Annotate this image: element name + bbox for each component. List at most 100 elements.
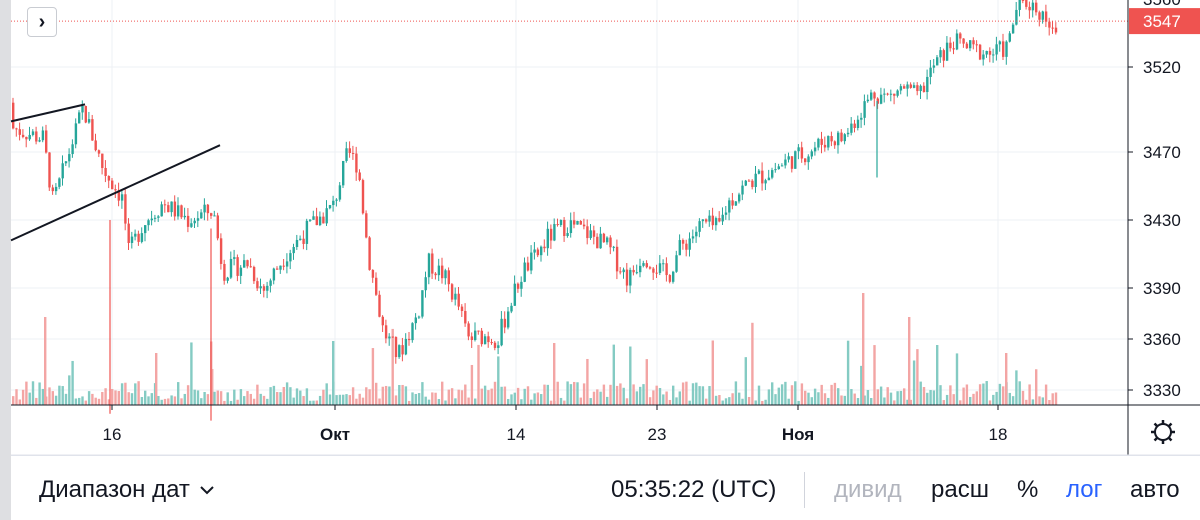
candle-body [262,286,266,291]
volume-bar [731,393,734,405]
volume-bar [1035,369,1038,405]
volume-bar [952,394,955,405]
volume-bar [972,393,975,405]
expand-panel-button[interactable]: › [27,7,57,37]
candle-body [355,153,358,173]
candle-body [441,265,444,279]
volume-bar [592,391,596,405]
candle-body [945,42,949,61]
axes: 3330 3360 3390 3430 3470 3520 3560 3547 16 Окт 14 2… [11,0,1200,455]
volume-bar [807,392,810,405]
candle-body [107,175,111,181]
candle-body [612,246,615,248]
candle-body [655,272,658,274]
volume-bar [879,386,883,405]
candle-body [358,172,361,181]
volume-bar [35,397,38,405]
volume-bar [101,391,104,405]
candle-body [734,201,738,206]
candle-body [325,208,328,224]
volume-bar [530,399,533,405]
candle-body [787,156,790,160]
candle-body [252,266,256,282]
volume-bar [68,375,71,405]
candle-body [906,84,909,89]
volume-bar [906,399,909,405]
candle-body [982,54,985,60]
volume-bar [427,399,431,405]
candle-body [54,186,58,192]
auto-scale-toggle[interactable]: авто [1130,476,1180,503]
candle-body [691,236,695,239]
candle-body [64,161,68,164]
volume-bar [579,397,582,405]
volume-bar [434,392,437,405]
candle-body [236,257,239,276]
candle-body [1025,0,1028,7]
volume-bar [612,344,615,405]
candle-body [823,144,827,148]
volume-bar [441,381,444,405]
candle-body [190,223,193,227]
candle-body [543,246,546,249]
price-chart[interactable]: 3330 3360 3390 3430 3470 3520 3560 3547 16 Окт 14 2… [0,0,1200,455]
candle-body [721,214,724,222]
volume-bar [942,400,945,405]
candle-body [642,263,645,266]
candle-body [843,134,846,142]
candle-body [903,86,906,89]
volume-bar [338,394,342,405]
candle-body [276,268,279,270]
volume-bar [718,394,721,405]
volume-bar [573,381,576,405]
candle-body [978,44,982,60]
candle-body [952,48,955,50]
dividends-toggle[interactable]: дивид [834,476,902,503]
candle-body [916,85,919,92]
candle-body [342,160,345,186]
candle-body [926,76,929,93]
candle-body [375,277,378,295]
candle-body [592,230,596,237]
volume-bar [28,392,31,405]
candle-body [569,220,573,234]
candle-body [111,180,114,190]
volume-bar [665,391,668,405]
volume-bar [1031,399,1035,405]
volume-bar [1051,393,1054,405]
trend-lines[interactable] [10,103,221,242]
volume-bar [734,381,738,405]
volume-bar [160,399,163,405]
volume-bar [200,398,203,405]
date-range-button[interactable]: Диапазон дат [39,476,214,504]
candle-body [295,239,299,248]
log-scale-toggle[interactable]: лог [1066,476,1103,503]
volume-bar [1044,384,1048,405]
volume-bar [84,400,87,405]
candle-body [929,67,932,77]
volume-bar [130,393,134,405]
volume-bar [345,394,348,405]
volume-bar [487,390,490,405]
candle-body [599,233,602,249]
volume-bar [843,395,846,405]
settings-gear-icon[interactable] [1151,420,1175,444]
candle-body [962,38,965,44]
extended-hours-toggle[interactable]: расш [931,476,989,503]
candle-body [784,159,787,166]
volume-bar [761,400,764,405]
candle-body [695,231,698,237]
candle-body [870,92,873,100]
candle-body [447,270,450,285]
candle-body [163,204,167,206]
volume-bar [853,393,856,405]
volume-bar [295,388,299,405]
volume-bar [622,387,625,405]
candle-body [513,283,516,306]
candle-body [351,152,355,154]
volume-bar [332,341,335,405]
candle-body [530,252,533,271]
volume-bar [193,389,196,405]
percent-scale-toggle[interactable]: % [1017,476,1039,503]
utc-clock[interactable]: 05:35:22 (UTC) [611,476,777,503]
